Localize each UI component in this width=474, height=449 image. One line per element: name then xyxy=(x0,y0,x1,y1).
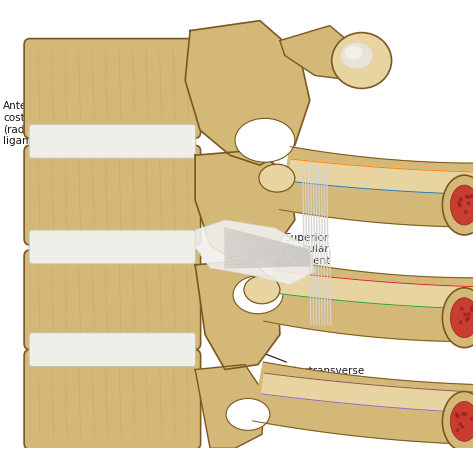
Ellipse shape xyxy=(244,276,280,304)
Ellipse shape xyxy=(464,211,468,215)
FancyBboxPatch shape xyxy=(24,145,201,245)
Ellipse shape xyxy=(464,199,468,203)
Text: Intertransverse
ligament: Intertransverse ligament xyxy=(251,348,365,387)
Ellipse shape xyxy=(467,431,471,435)
Ellipse shape xyxy=(259,164,295,192)
Ellipse shape xyxy=(467,419,471,423)
Ellipse shape xyxy=(226,398,270,430)
Ellipse shape xyxy=(442,175,474,235)
Ellipse shape xyxy=(235,119,295,162)
Ellipse shape xyxy=(466,195,471,199)
Ellipse shape xyxy=(442,392,474,449)
Ellipse shape xyxy=(465,321,469,325)
FancyBboxPatch shape xyxy=(24,350,201,449)
Polygon shape xyxy=(279,147,474,227)
Ellipse shape xyxy=(456,427,461,431)
Ellipse shape xyxy=(468,208,472,212)
Polygon shape xyxy=(253,362,474,445)
Ellipse shape xyxy=(450,401,474,441)
Ellipse shape xyxy=(442,288,474,348)
Ellipse shape xyxy=(456,325,459,329)
Polygon shape xyxy=(195,365,265,448)
Ellipse shape xyxy=(458,431,462,435)
Ellipse shape xyxy=(462,203,466,207)
Ellipse shape xyxy=(456,203,460,207)
Ellipse shape xyxy=(457,318,461,322)
Polygon shape xyxy=(195,150,295,265)
Ellipse shape xyxy=(332,33,392,88)
Ellipse shape xyxy=(233,276,283,314)
Ellipse shape xyxy=(458,425,463,429)
Polygon shape xyxy=(289,159,474,194)
Ellipse shape xyxy=(467,324,471,328)
Ellipse shape xyxy=(467,209,471,213)
FancyBboxPatch shape xyxy=(29,230,196,264)
Ellipse shape xyxy=(462,312,466,316)
Ellipse shape xyxy=(466,314,470,318)
Text: Neural
foramen: Neural foramen xyxy=(46,331,143,405)
Polygon shape xyxy=(195,220,315,285)
FancyBboxPatch shape xyxy=(29,124,196,158)
Polygon shape xyxy=(280,26,360,80)
Polygon shape xyxy=(264,259,474,342)
Ellipse shape xyxy=(341,43,373,69)
Text: Anterior
costovertebral
(radiate)
ligament: Anterior costovertebral (radiate) ligame… xyxy=(3,101,145,192)
Ellipse shape xyxy=(345,45,363,60)
Text: Superior
capsular
ligament: Superior capsular ligament xyxy=(245,233,330,266)
Ellipse shape xyxy=(450,298,474,338)
Polygon shape xyxy=(195,260,280,370)
Ellipse shape xyxy=(461,414,465,418)
Polygon shape xyxy=(273,271,474,309)
FancyBboxPatch shape xyxy=(29,333,196,366)
Ellipse shape xyxy=(466,202,470,206)
Ellipse shape xyxy=(457,410,461,414)
Polygon shape xyxy=(262,373,474,413)
FancyBboxPatch shape xyxy=(24,39,201,138)
FancyBboxPatch shape xyxy=(24,250,201,350)
Ellipse shape xyxy=(470,409,474,414)
Ellipse shape xyxy=(466,314,470,318)
Ellipse shape xyxy=(466,306,470,310)
Polygon shape xyxy=(185,21,310,165)
Ellipse shape xyxy=(450,185,474,225)
